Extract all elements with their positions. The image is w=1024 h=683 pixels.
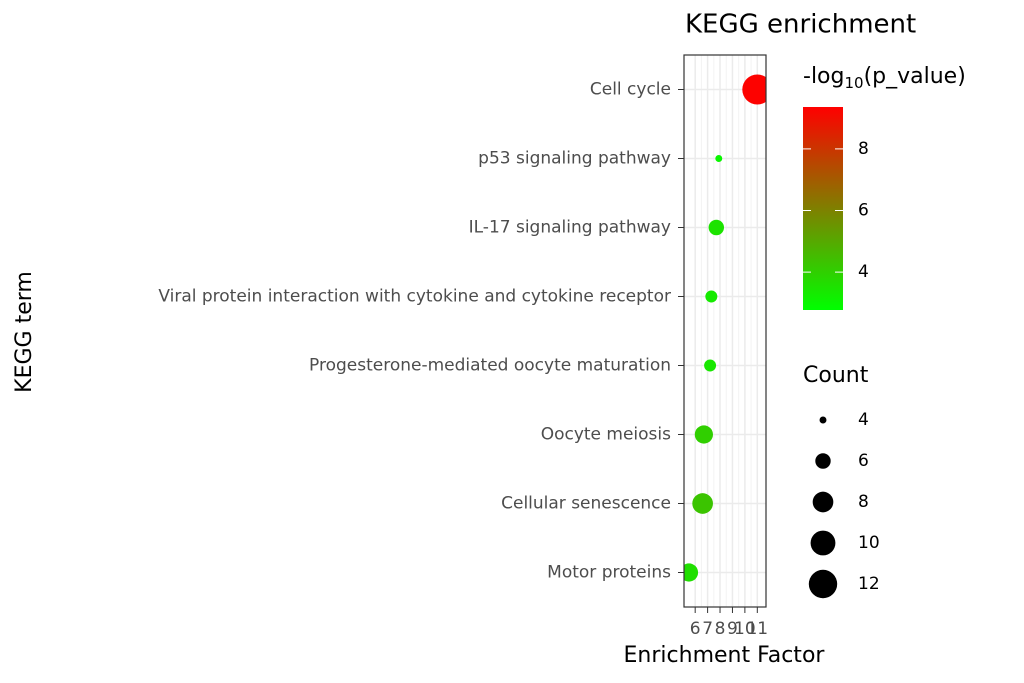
y-tick-label: Viral protein interaction with cytokine … xyxy=(158,287,671,307)
x-tick-label: 8 xyxy=(715,619,726,639)
y-tick-label: Cell cycle xyxy=(590,80,671,100)
color-bar xyxy=(803,107,843,310)
y-tick-label: IL-17 signaling pathway xyxy=(469,218,671,238)
y-tick-label: Motor proteins xyxy=(547,563,671,583)
legend-title-part: (p_value) xyxy=(864,64,966,89)
dot xyxy=(742,74,766,105)
x-tick-label: 9 xyxy=(727,619,738,639)
size-key xyxy=(810,530,836,556)
size-key xyxy=(815,453,831,469)
panel-border xyxy=(683,54,767,608)
legend-title-part: -log xyxy=(803,64,844,89)
x-tick-label: 11 xyxy=(746,619,768,639)
dot xyxy=(684,563,699,582)
x-tick-label: 7 xyxy=(702,619,713,639)
x-tick-label: 6 xyxy=(690,619,701,639)
dot xyxy=(705,290,718,303)
color-tick-label: 6 xyxy=(858,201,869,221)
chart-title: KEGG enrichment xyxy=(685,10,916,40)
dot xyxy=(704,359,717,372)
x-tick-label: 10 xyxy=(734,619,756,639)
dot xyxy=(692,493,713,514)
color-tick-label: 4 xyxy=(858,262,869,282)
y-tick-label: Progesterone-mediated oocyte maturation xyxy=(309,356,671,376)
x-axis-title: Enrichment Factor xyxy=(624,643,826,668)
panel xyxy=(684,55,766,607)
size-key-label: 12 xyxy=(858,574,880,594)
y-tick-label: Oocyte meiosis xyxy=(541,425,671,445)
dot xyxy=(694,425,713,444)
dot xyxy=(708,219,725,236)
color-legend-title: -log10(p_value) xyxy=(803,64,966,92)
size-legend-title: Count xyxy=(803,363,869,388)
y-axis-title: KEGG term xyxy=(12,271,37,393)
y-tick-label: Cellular senescence xyxy=(501,494,671,514)
size-key-label: 8 xyxy=(858,492,869,512)
dot xyxy=(715,155,723,162)
legend-title-subscript: 10 xyxy=(844,74,863,92)
size-key-label: 6 xyxy=(858,451,869,471)
size-key xyxy=(808,569,838,599)
y-tick-label: p53 signaling pathway xyxy=(478,149,671,169)
size-key-label: 4 xyxy=(858,410,869,430)
size-key xyxy=(812,491,834,513)
size-key-label: 10 xyxy=(858,533,880,553)
size-key xyxy=(819,416,827,424)
color-tick-label: 8 xyxy=(858,139,869,159)
